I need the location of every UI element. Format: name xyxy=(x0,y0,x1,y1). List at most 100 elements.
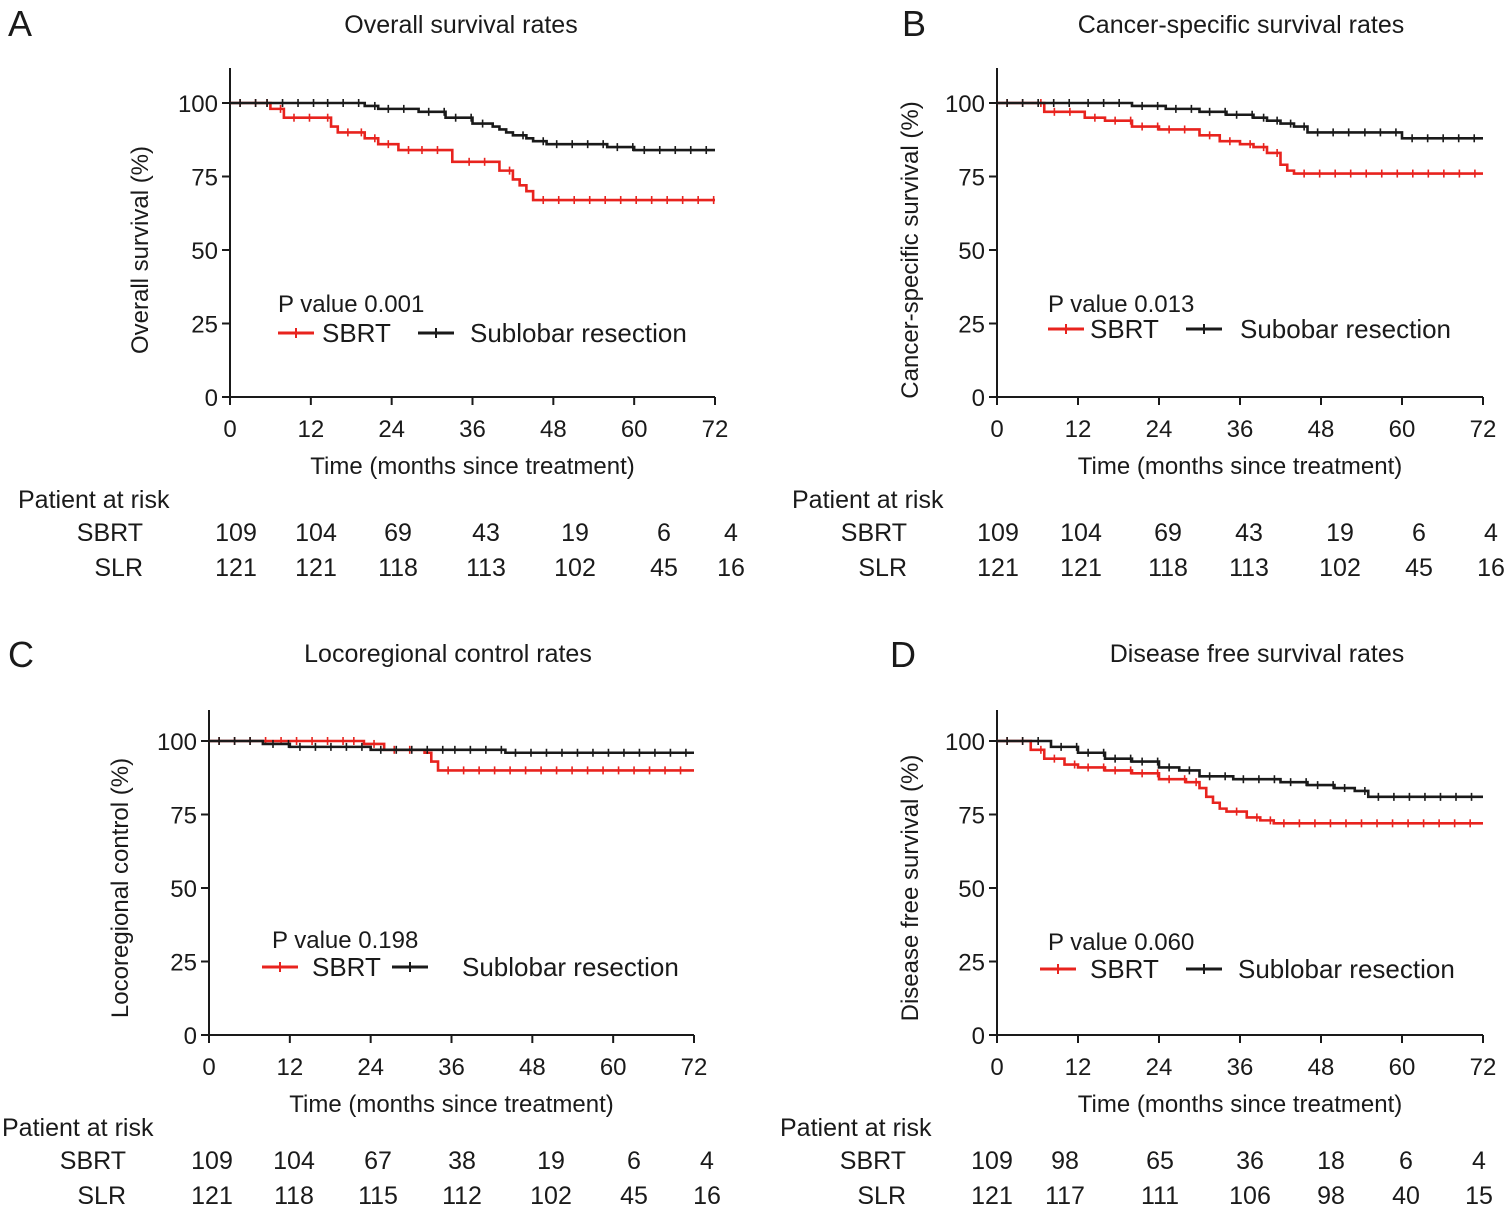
risk-row-label-sbrt: SBRT xyxy=(840,1147,906,1175)
risk-count-sbrt: 6 xyxy=(1412,519,1426,547)
y-tick-label: 50 xyxy=(170,876,197,903)
legend-label-sbrt: SBRT xyxy=(322,318,391,348)
x-tick-label: 12 xyxy=(276,1054,303,1081)
panel-letter: D xyxy=(890,634,916,675)
panel-a: A Overall survival rates 0 12 24 36 48 60 72 0 25 5… xyxy=(8,3,745,582)
x-tick-label: 72 xyxy=(702,416,729,443)
y-tick-label: 25 xyxy=(958,950,985,977)
x-axis-label: Time (months since treatment) xyxy=(1078,1091,1403,1118)
x-tick-label: 12 xyxy=(297,416,324,443)
risk-count-sbrt: 4 xyxy=(700,1147,714,1175)
y-tick-label: 75 xyxy=(170,803,197,830)
x-tick-label: 24 xyxy=(378,416,405,443)
x-tick-label: 60 xyxy=(1389,416,1416,443)
x-tick-label: 48 xyxy=(1308,416,1335,443)
risk-row-label-sbrt: SBRT xyxy=(60,1147,126,1175)
risk-count-slr: 40 xyxy=(1392,1182,1420,1208)
y-tick-label: 25 xyxy=(191,312,218,339)
risk-count-slr: 16 xyxy=(717,554,745,582)
risk-count-slr: 106 xyxy=(1229,1182,1271,1208)
x-tick-label: 72 xyxy=(681,1054,708,1081)
risk-count-sbrt: 4 xyxy=(1472,1147,1486,1175)
y-tick-label: 50 xyxy=(958,238,985,265)
risk-table-header: Patient at risk xyxy=(780,1114,932,1142)
series-line-sublobar-resection xyxy=(230,101,715,152)
legend-label-sbrt: SBRT xyxy=(312,952,381,982)
y-tick-label: 75 xyxy=(191,165,218,192)
legend-label-sbrt: SBRT xyxy=(1090,954,1159,984)
y-tick-label: 0 xyxy=(972,385,985,412)
risk-count-slr: 102 xyxy=(554,554,596,582)
x-tick-label: 60 xyxy=(621,416,648,443)
panel-title: Overall survival rates xyxy=(344,11,577,39)
p-value: P value 0.013 xyxy=(1048,291,1194,318)
risk-count-sbrt: 43 xyxy=(1235,519,1263,547)
x-tick-label: 0 xyxy=(202,1054,215,1081)
risk-count-sbrt: 98 xyxy=(1051,1147,1079,1175)
x-tick-label: 72 xyxy=(1470,1054,1497,1081)
risk-count-sbrt: 69 xyxy=(384,519,412,547)
risk-count-sbrt: 104 xyxy=(1060,519,1102,547)
x-axis-label: Time (months since treatment) xyxy=(310,453,635,480)
y-tick-label: 100 xyxy=(945,91,985,118)
risk-count-sbrt: 67 xyxy=(364,1147,392,1175)
risk-count-slr: 121 xyxy=(295,554,337,582)
panel-letter: C xyxy=(8,634,34,675)
x-tick-label: 0 xyxy=(223,416,236,443)
legend-label-resection: Subobar resection xyxy=(1240,314,1451,344)
risk-count-slr: 121 xyxy=(1060,554,1102,582)
risk-count-sbrt: 104 xyxy=(295,519,337,547)
x-tick-label: 48 xyxy=(519,1054,546,1081)
y-tick-label: 75 xyxy=(958,165,985,192)
x-tick-label: 0 xyxy=(990,416,1003,443)
x-tick-label: 12 xyxy=(1065,416,1092,443)
y-tick-label: 100 xyxy=(945,729,985,756)
risk-count-slr: 45 xyxy=(620,1182,648,1208)
x-tick-label: 36 xyxy=(1227,1054,1254,1081)
risk-count-slr: 117 xyxy=(1045,1182,1085,1208)
y-tick-label: 0 xyxy=(184,1023,197,1050)
risk-count-slr: 102 xyxy=(530,1182,572,1208)
risk-count-sbrt: 19 xyxy=(1326,519,1354,547)
panel-letter: A xyxy=(8,3,32,44)
risk-table-header: Patient at risk xyxy=(792,486,944,514)
x-tick-label: 24 xyxy=(1146,416,1173,443)
risk-count-slr: 112 xyxy=(442,1182,482,1208)
risk-count-slr: 121 xyxy=(215,554,257,582)
legend-label-resection: Sublobar resection xyxy=(1238,954,1455,984)
risk-count-sbrt: 6 xyxy=(657,519,671,547)
risk-table-header: Patient at risk xyxy=(18,486,170,514)
series-line-sublobar-resection xyxy=(209,739,694,755)
y-tick-label: 0 xyxy=(205,385,218,412)
risk-count-slr: 45 xyxy=(650,554,678,582)
series-line-sbrt xyxy=(997,101,1483,175)
risk-count-sbrt: 36 xyxy=(1236,1147,1264,1175)
panel-title: Disease free survival rates xyxy=(1110,640,1405,668)
y-axis-label: Overall survival (%) xyxy=(127,146,154,354)
risk-table-header: Patient at risk xyxy=(2,1114,154,1142)
risk-count-sbrt: 19 xyxy=(537,1147,565,1175)
x-tick-label: 0 xyxy=(990,1054,1003,1081)
y-tick-label: 100 xyxy=(157,729,197,756)
risk-count-slr: 45 xyxy=(1405,554,1433,582)
panel-title: Locoregional control rates xyxy=(304,640,592,668)
y-tick-label: 100 xyxy=(178,91,218,118)
y-tick-label: 25 xyxy=(170,950,197,977)
risk-count-slr: 111 xyxy=(1141,1182,1179,1208)
risk-count-sbrt: 6 xyxy=(627,1147,641,1175)
panel-title: Cancer-specific survival rates xyxy=(1078,11,1405,39)
risk-row-label-sbrt: SBRT xyxy=(841,519,907,547)
x-tick-label: 60 xyxy=(600,1054,627,1081)
series-line-sbrt xyxy=(230,101,715,202)
x-tick-label: 36 xyxy=(1227,416,1254,443)
risk-count-sbrt: 65 xyxy=(1146,1147,1174,1175)
risk-count-sbrt: 18 xyxy=(1317,1147,1345,1175)
panel-b: B Cancer-specific survival rates 0 12 24 36 48… xyxy=(792,3,1505,582)
x-tick-label: 12 xyxy=(1065,1054,1092,1081)
risk-count-slr: 15 xyxy=(1465,1182,1493,1208)
series-line-sublobar-resection xyxy=(997,739,1483,799)
risk-count-slr: 113 xyxy=(466,554,506,582)
